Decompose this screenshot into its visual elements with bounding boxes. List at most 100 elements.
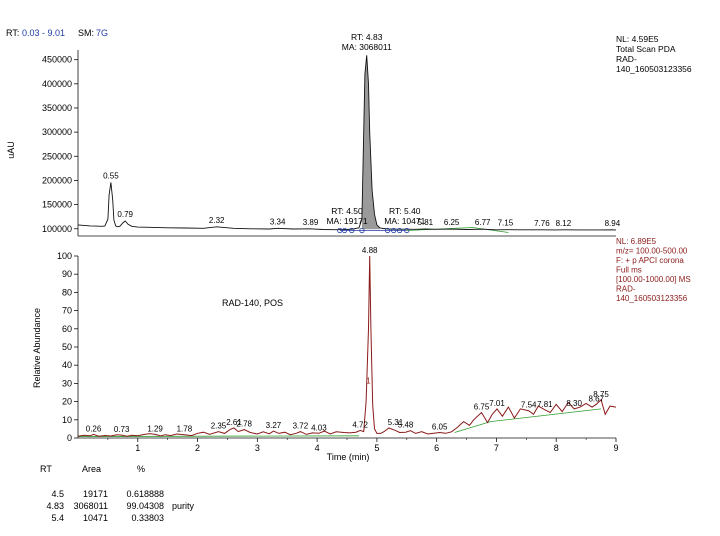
bottom-x-axis-title: Time (min) xyxy=(327,452,370,462)
scan-info-line: m/z= 100.00-500.00 xyxy=(616,247,688,256)
sm-value: 7G xyxy=(96,28,108,38)
table-cell-area: 19171 xyxy=(83,489,108,499)
peak-label: 4.88 xyxy=(362,246,378,255)
peak-label: 8.75 xyxy=(593,390,609,399)
peak-label: 6.05 xyxy=(432,423,448,432)
peak-label: 5.81 xyxy=(418,218,434,227)
integration-marker xyxy=(342,227,348,234)
y-tick-label: 60 xyxy=(62,324,72,334)
scan-info-line: Full ms xyxy=(616,266,642,275)
table-cell-note: purity xyxy=(172,501,195,511)
y-tick-label: 20 xyxy=(62,397,72,407)
peak-label: 5.31 xyxy=(388,418,404,427)
peak-label: 2.61 xyxy=(226,418,242,427)
peak-index-marker: 1 xyxy=(366,376,371,385)
table-cell-pct: 0.33803 xyxy=(131,513,164,523)
x-tick-label: 9 xyxy=(613,443,618,453)
peak-annotation: MA: 10471 xyxy=(384,216,425,226)
integration-marker xyxy=(385,227,391,234)
y-tick-label: 40 xyxy=(62,360,72,370)
peak-label: 8.12 xyxy=(556,219,572,228)
peak-label: 6.75 xyxy=(474,403,490,412)
peak-label: 3.27 xyxy=(266,421,282,430)
integration-marker xyxy=(349,227,355,234)
table-cell-pct: 99.04308 xyxy=(126,501,164,511)
x-tick-label: 1 xyxy=(135,443,140,453)
peak-label: 1.78 xyxy=(177,425,193,434)
y-tick-label: 50 xyxy=(62,342,72,352)
y-tick-label: 300000 xyxy=(42,127,72,137)
table-cell-rt: 5.4 xyxy=(51,513,64,523)
ms-trace-line xyxy=(77,255,617,437)
y-tick-label: 100000 xyxy=(42,224,72,234)
table-cell-rt: 4.5 xyxy=(51,489,64,499)
table-header-pct: % xyxy=(137,464,145,474)
rt-label: RT: xyxy=(6,28,19,38)
peak-label: 3.89 xyxy=(303,218,319,227)
y-tick-label: 350000 xyxy=(42,103,72,113)
peak-label: 6.25 xyxy=(444,218,460,227)
peak-annotation: MA: 19171 xyxy=(326,216,367,226)
peak-label: 2.78 xyxy=(236,420,252,429)
peak-label: 8.30 xyxy=(566,399,582,408)
x-tick-label: 7 xyxy=(494,443,499,453)
scan-info-line: Total Scan PDA xyxy=(616,44,676,54)
y-tick-label: 400000 xyxy=(42,79,72,89)
y-tick-label: 250000 xyxy=(42,151,72,161)
peak-annotation: RT: 5.40 xyxy=(389,206,421,216)
peak-label: 1.29 xyxy=(147,424,163,433)
peak-label: 0.73 xyxy=(114,425,130,434)
y-tick-label: 0 xyxy=(67,433,72,443)
peak-label: 0.79 xyxy=(117,210,133,219)
table-cell-area: 10471 xyxy=(83,513,108,523)
purity-table: RT Area % 4.5 19171 0.618888 4.83 306801… xyxy=(40,464,195,523)
peak-label: 4.03 xyxy=(311,423,327,432)
peak-label: 4.72 xyxy=(352,420,368,429)
peak-label: 2.35 xyxy=(211,422,227,431)
integration-marker xyxy=(391,227,397,234)
integration-marker xyxy=(359,227,365,234)
table-header-area: Area xyxy=(82,464,101,474)
scan-info-line: NL: 6.89E5 xyxy=(616,237,657,246)
x-tick-label: 6 xyxy=(434,443,439,453)
x-tick-label: 5 xyxy=(374,443,379,453)
y-tick-label: 70 xyxy=(62,306,72,316)
y-tick-label: 100 xyxy=(57,251,72,261)
peak-label: 0.55 xyxy=(103,171,119,180)
peak-label: 0.26 xyxy=(86,424,102,433)
y-tick-label: 10 xyxy=(62,415,72,425)
peak-label: 7.76 xyxy=(534,219,550,228)
peak-label: 7.01 xyxy=(489,399,505,408)
table-cell-rt: 4.83 xyxy=(46,501,64,511)
table-cell-pct: 0.618888 xyxy=(126,489,164,499)
y-tick-label: 450000 xyxy=(42,55,72,65)
y-tick-label: 200000 xyxy=(42,175,72,185)
peak-annotation: RT: 4.50 xyxy=(331,206,363,216)
scan-info-line: 140_160503123356 xyxy=(616,294,688,303)
scan-info-line: RAD- xyxy=(616,285,636,294)
x-tick-label: 2 xyxy=(195,443,200,453)
table-header-rt: RT xyxy=(40,464,52,474)
y-tick-label: 150000 xyxy=(42,200,72,210)
integration-marker xyxy=(404,227,410,234)
peak-label: 8.94 xyxy=(605,219,621,228)
y-tick-label: 30 xyxy=(62,378,72,388)
scan-info-line: [100.00-1000.00] MS xyxy=(616,275,691,284)
x-tick-label: 3 xyxy=(255,443,260,453)
peak-label: 8.67 xyxy=(588,394,604,403)
table-cell-area: 3068011 xyxy=(74,501,108,511)
bottom-sample-title: RAD-140, POS xyxy=(222,298,283,308)
top-pda-panel: uAU 100000 150000 200000 250000 300000 350000… xyxy=(6,32,692,237)
rt-range: 0.03 - 9.01 xyxy=(22,28,65,38)
peak-label: 2.32 xyxy=(209,216,225,225)
bottom-ms-panel: Relative Abundance Time (min) RAD-140, P… xyxy=(32,237,691,462)
main-peak-area-fill xyxy=(361,55,380,230)
y-tick-label: 80 xyxy=(62,287,72,297)
peak-annotation: MA: 3068011 xyxy=(342,42,392,52)
peak-label: 5.48 xyxy=(398,421,414,430)
x-tick-label: 4 xyxy=(315,443,320,453)
pda-trace-line xyxy=(77,55,617,231)
x-tick-label: 8 xyxy=(554,443,559,453)
bottom-y-axis-title: Relative Abundance xyxy=(32,308,42,388)
